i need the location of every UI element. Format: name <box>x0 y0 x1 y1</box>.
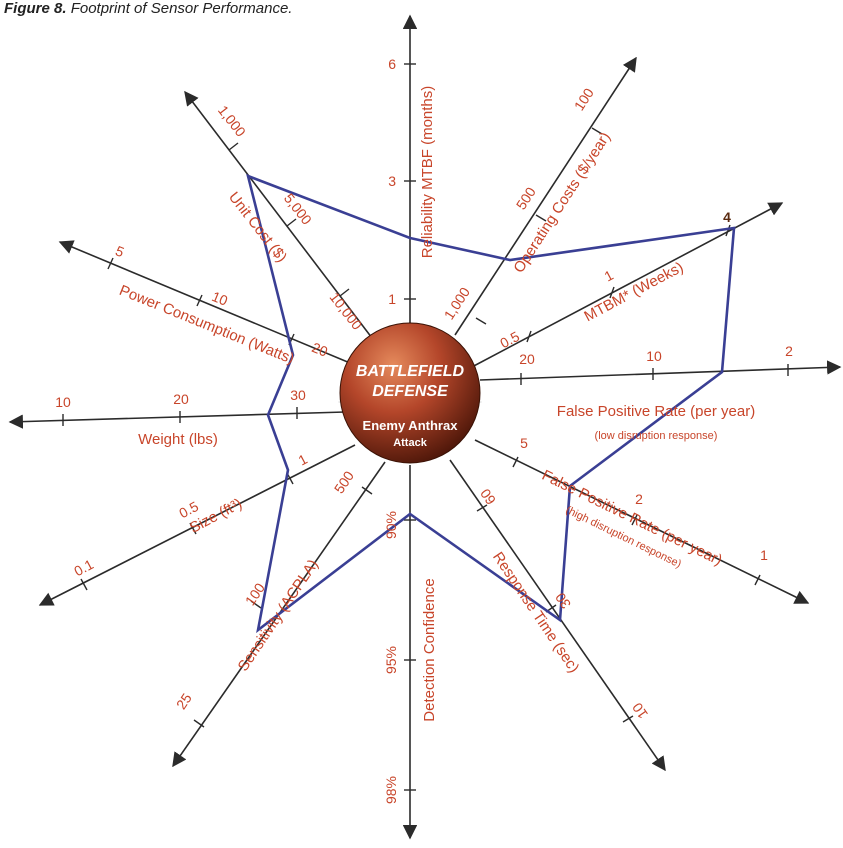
axis-title-reliability: Reliability MTBF (months) <box>419 86 436 259</box>
center-title-line1: BATTLEFIELD <box>356 363 465 380</box>
tick-mark <box>361 486 373 495</box>
figure-title: Footprint of Sensor Performance. <box>70 0 293 17</box>
axis-false-positive-high <box>474 439 810 604</box>
tick-label: 20 <box>173 391 189 407</box>
tick-label: 10 <box>646 348 662 364</box>
tick-mark <box>193 719 205 728</box>
tick-label: 6 <box>388 56 396 72</box>
center-title-line2: DEFENSE <box>372 383 449 400</box>
tick-label: 0.1 <box>71 556 96 579</box>
axis-weight <box>8 411 346 429</box>
tick-mark <box>107 257 114 270</box>
axis-title-weight: Weight (lbs) <box>138 431 218 448</box>
axis-title-size: Size (ft³) <box>187 495 245 537</box>
tick-label: 500 <box>513 184 539 212</box>
tick-mark <box>512 456 519 468</box>
tick-mark <box>609 286 615 299</box>
tick-label: 1 <box>760 547 768 563</box>
axis-title-power-consumption: Power Consumption (Watts) <box>117 282 297 368</box>
tick-mark <box>286 218 297 227</box>
tick-label: 5 <box>113 242 126 260</box>
tick-label: 100 <box>571 85 597 113</box>
tick-mark <box>80 578 88 591</box>
tick-label: 1,000 <box>441 284 474 322</box>
axis-power-consumption <box>58 240 351 364</box>
tick-mark <box>622 715 634 723</box>
tick-label: 90% <box>383 511 399 539</box>
center-subtitle-line1: Enemy Anthrax <box>363 418 459 433</box>
tick-label: 10,000 <box>326 289 365 333</box>
tick-label: 30 <box>290 387 306 403</box>
axis-title-mtbm: MTBM* (Weeks) <box>581 259 686 326</box>
tick-label: 25 <box>173 690 195 712</box>
tick-mark <box>631 514 638 526</box>
tick-mark <box>725 224 731 237</box>
axis-unit-cost <box>184 90 373 339</box>
tick-label: 2 <box>785 343 793 359</box>
axis-operating-costs <box>454 56 637 336</box>
tick-mark <box>250 600 262 609</box>
tick-label: 30 <box>552 590 574 612</box>
tick-mark <box>189 522 197 535</box>
axis-title-unit-cost: Unit Cost ($) <box>225 189 290 266</box>
tick-label: 98% <box>383 776 399 804</box>
tick-label: 10 <box>210 288 231 309</box>
axis-size <box>38 444 356 606</box>
tick-mark <box>754 574 761 586</box>
axis-mtbm <box>469 202 784 369</box>
figure-label: Figure 8. <box>4 0 67 17</box>
performance-footprint-polygon <box>246 173 736 634</box>
tick-label: 3 <box>388 173 396 189</box>
tick-label: 500 <box>331 468 357 496</box>
axis-subtitle-false-positive-low: (low disruption response) <box>595 430 718 442</box>
axis-title-false-positive-low: False Positive Rate (per year) <box>557 403 755 420</box>
axis-title-detection-confidence: Detection Confidence <box>421 578 438 721</box>
tick-mark <box>535 214 547 222</box>
tick-label: 5 <box>520 435 528 451</box>
tick-label: 20 <box>519 351 535 367</box>
figure-caption: Figure 8. Footprint of Sensor Performanc… <box>4 0 292 17</box>
tick-label: 95% <box>383 646 399 674</box>
center-sphere: BATTLEFIELD DEFENSE Enemy Anthrax Attack <box>338 322 482 464</box>
tick-mark <box>196 294 203 307</box>
tick-mark <box>339 288 350 297</box>
tick-label: 1 <box>295 451 310 469</box>
tick-mark <box>475 317 487 325</box>
center-subtitle-line2: Attack <box>393 437 428 449</box>
tick-label: 1,000 <box>215 102 249 140</box>
tick-label: 1 <box>388 291 396 307</box>
tick-label: 5,000 <box>281 190 315 228</box>
tick-mark <box>526 330 532 343</box>
tick-mark <box>476 504 488 512</box>
axis-false-positive-low <box>479 360 842 381</box>
axis-title-sensitivity: Sensitivity (ACPLA) <box>235 556 322 674</box>
tick-label: 0.5 <box>497 328 522 351</box>
tick-label: 4 <box>723 209 731 225</box>
tick-label: 20 <box>310 339 331 360</box>
axis-title-response-time: Response Time (sec) <box>489 549 582 676</box>
tick-label: 1 <box>601 267 616 285</box>
axis-response-time <box>449 459 666 772</box>
tick-label: 10 <box>629 700 651 722</box>
tick-marks <box>62 63 789 791</box>
tick-label: 10 <box>55 394 71 410</box>
tick-mark <box>228 142 239 151</box>
tick-label: 2 <box>635 491 643 507</box>
tick-mark <box>591 127 603 135</box>
